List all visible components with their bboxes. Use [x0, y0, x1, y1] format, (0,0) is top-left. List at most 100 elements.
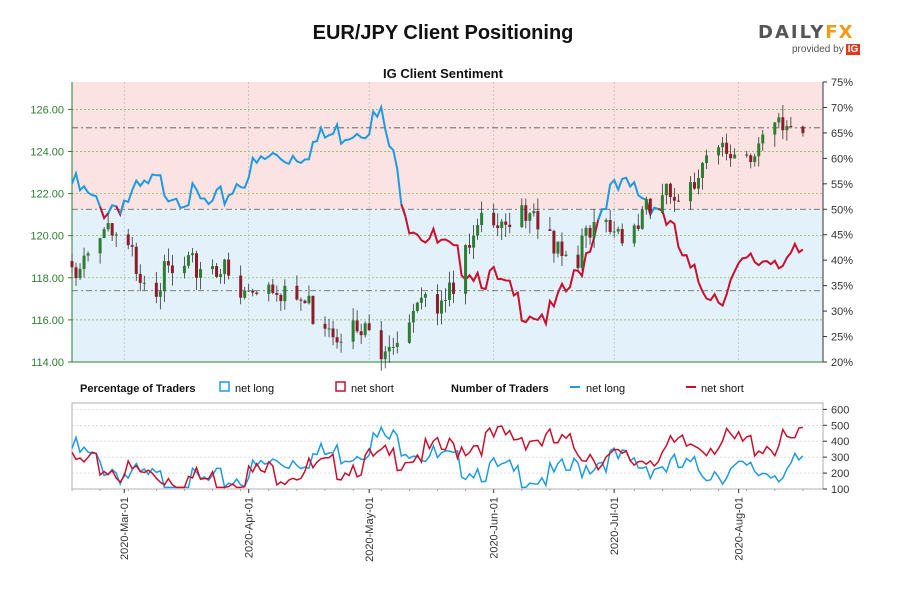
candle-up [219, 274, 223, 277]
candle-up [556, 241, 560, 254]
candle-up [464, 245, 468, 294]
price-tick-label: 114.00 [31, 357, 64, 369]
candle-down [668, 183, 672, 198]
candle-down [608, 219, 612, 232]
candle-up [777, 117, 781, 123]
candle-down [130, 245, 134, 247]
candle-up [411, 310, 415, 323]
candle-up [407, 322, 411, 343]
candle-down [299, 299, 303, 301]
date-tick-label: 2020-Jul-01 [609, 497, 621, 555]
candle-down [331, 328, 335, 338]
candle-down [279, 294, 283, 302]
candle-up [448, 282, 452, 301]
candle-up [439, 300, 443, 314]
candle-up [247, 290, 251, 292]
candle-down [359, 331, 363, 336]
candle-up [773, 122, 777, 135]
candle-down [215, 266, 219, 277]
candle-up [86, 253, 90, 256]
date-tick-label: 2020-Apr-01 [244, 497, 256, 558]
traders-tick-label: 100 [831, 484, 849, 496]
candle-up [753, 156, 757, 163]
candle-down [227, 259, 231, 276]
chart-title: EUR/JPY Client Positioning [312, 22, 574, 44]
candle-up [520, 205, 524, 227]
candle-up [158, 291, 162, 297]
candle-down [749, 155, 753, 163]
candle-up [592, 222, 596, 238]
candle-down [126, 234, 130, 246]
candle-down [311, 295, 315, 324]
price-tick-label: 120.00 [30, 231, 64, 243]
candle-down [548, 229, 552, 231]
candle-down [725, 142, 729, 154]
candle-up [78, 268, 82, 279]
candle-down [70, 260, 74, 268]
candle-up [480, 212, 484, 225]
price-tick-label: 118.00 [31, 273, 64, 285]
candle-up [114, 234, 118, 236]
date-tick-label: 2020-Aug-01 [734, 497, 746, 561]
candle-up [644, 198, 648, 210]
candle-down [255, 292, 259, 294]
candle-up [717, 147, 721, 156]
candle-up [476, 224, 480, 236]
percent-tick-label: 60% [831, 153, 853, 165]
candle-up [363, 323, 367, 336]
candle-down [504, 221, 508, 225]
candle-down [303, 300, 307, 304]
candle-up [423, 294, 427, 298]
candle-down [74, 267, 78, 279]
candle-down [194, 253, 198, 278]
candle-up [612, 231, 616, 233]
candle-down [271, 284, 275, 293]
candle-down [138, 273, 142, 283]
price-tick-label: 124.00 [30, 146, 64, 158]
candle-up [640, 209, 644, 229]
candle-down [275, 292, 279, 295]
traders-net-long-line [71, 425, 804, 489]
legend-swatch-pct-long [219, 381, 230, 392]
candle-up [142, 282, 146, 284]
candle-up [472, 235, 476, 248]
candle-up [395, 342, 399, 347]
candle-up [186, 255, 190, 266]
traders-net-short-line [71, 425, 804, 489]
candle-down [552, 230, 556, 254]
legend-num-short-label: net short [701, 383, 744, 395]
date-tick-label: 2020-May-01 [364, 497, 376, 562]
candle-down [166, 261, 170, 266]
traders-tick-label: 300 [831, 452, 849, 464]
percent-tick-label: 35% [831, 281, 853, 293]
date-tick-label: 2020-Mar-01 [119, 497, 131, 560]
percent-net-long-line [71, 170, 106, 219]
candle-down [676, 200, 680, 202]
legend-pct-short-label: net short [351, 383, 394, 395]
candle-up [307, 295, 311, 304]
candle-up [701, 162, 705, 178]
chart-subtitle: IG Client Sentiment [383, 66, 504, 81]
candle-down [620, 229, 624, 244]
candle-up [182, 265, 186, 274]
legend-number-title: Number of Traders [451, 383, 549, 395]
candle-down [672, 197, 676, 201]
ig-logo: IG [845, 44, 861, 55]
candle-down [170, 265, 174, 274]
candle-down [323, 323, 327, 329]
candle-up [82, 255, 86, 269]
percent-tick-label: 50% [831, 204, 853, 216]
candle-up [584, 227, 588, 236]
candle-up [190, 253, 194, 256]
candle-down [492, 212, 496, 226]
percent-net-short-line [657, 207, 804, 308]
candle-down [692, 182, 696, 189]
candle-up [267, 284, 271, 294]
candle-up [243, 290, 247, 298]
legend-percentage-title: Percentage of Traders [80, 383, 196, 395]
candle-down [355, 320, 359, 332]
percent-net-long-line [597, 176, 652, 221]
candle-up [199, 269, 203, 278]
candle-up [564, 254, 568, 256]
